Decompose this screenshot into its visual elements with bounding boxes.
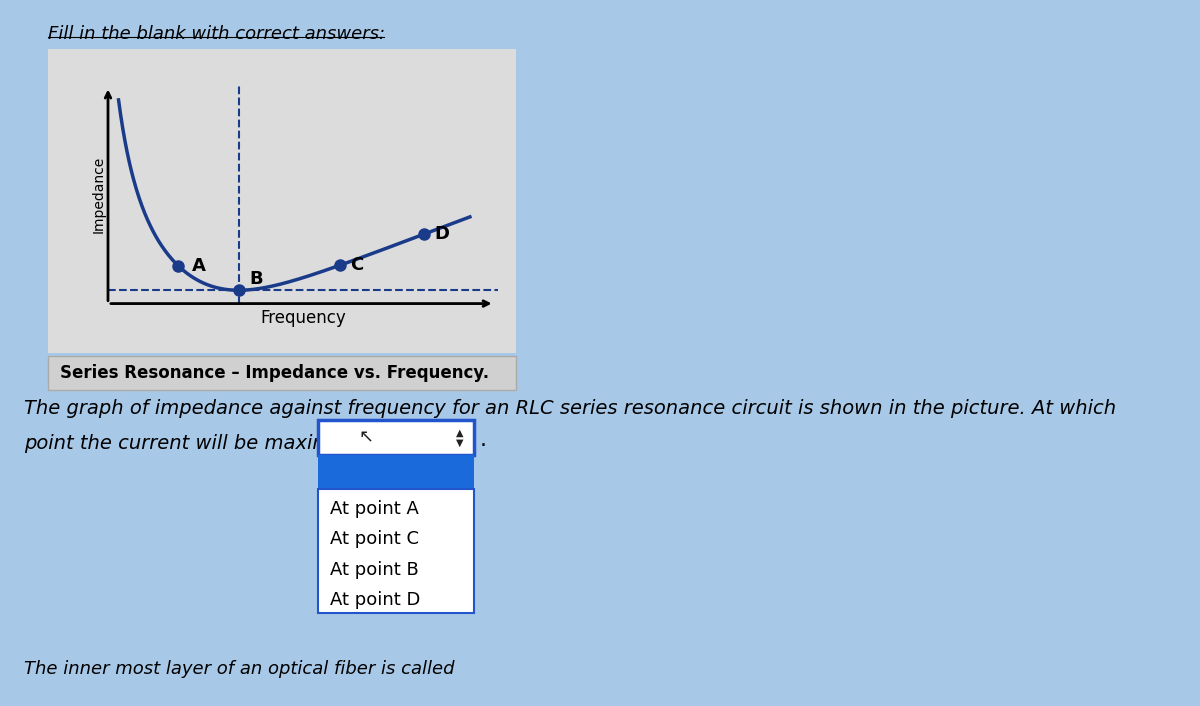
Text: At point A: At point A xyxy=(330,500,419,518)
Text: At point B: At point B xyxy=(330,561,419,579)
Text: ▲
▼: ▲ ▼ xyxy=(456,428,463,448)
FancyBboxPatch shape xyxy=(48,356,516,390)
Text: ↖: ↖ xyxy=(359,429,373,447)
Text: The graph of impedance against frequency for an RLC series resonance circuit is : The graph of impedance against frequency… xyxy=(24,399,1116,418)
Text: At point C: At point C xyxy=(330,530,419,549)
X-axis label: Frequency: Frequency xyxy=(260,309,346,327)
Text: Series Resonance – Impedance vs. Frequency.: Series Resonance – Impedance vs. Frequen… xyxy=(60,364,490,382)
FancyBboxPatch shape xyxy=(48,49,516,353)
Text: B: B xyxy=(250,270,263,288)
Text: At point D: At point D xyxy=(330,591,420,609)
Text: point the current will be maximum: point the current will be maximum xyxy=(24,434,362,453)
Text: .: . xyxy=(480,430,487,450)
FancyBboxPatch shape xyxy=(318,455,474,489)
Text: A: A xyxy=(192,257,206,275)
FancyBboxPatch shape xyxy=(318,420,474,455)
Y-axis label: Impedance: Impedance xyxy=(91,155,106,233)
Text: Fill in the blank with correct answers:: Fill in the blank with correct answers: xyxy=(48,25,385,42)
Text: C: C xyxy=(350,256,364,274)
Text: The inner most layer of an optical fiber is called: The inner most layer of an optical fiber… xyxy=(24,660,455,678)
Text: D: D xyxy=(434,225,450,243)
FancyBboxPatch shape xyxy=(318,489,474,613)
